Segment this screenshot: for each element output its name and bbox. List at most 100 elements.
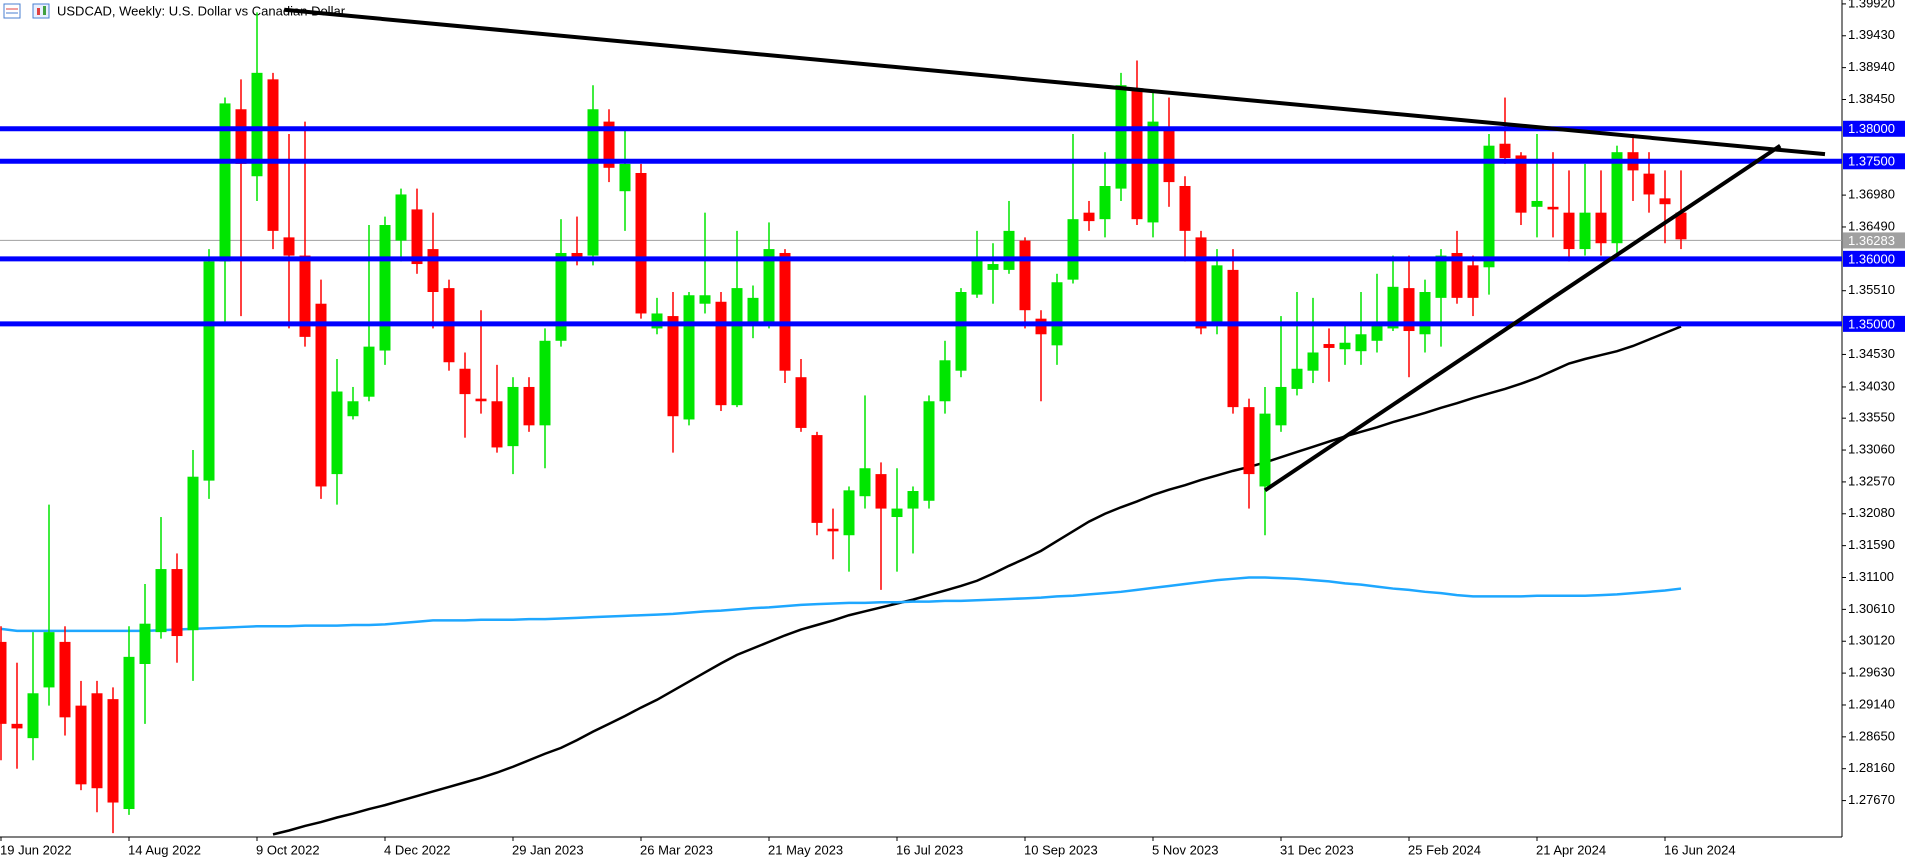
candle-body bbox=[299, 255, 311, 337]
icon-bar bbox=[37, 8, 40, 15]
candle-body bbox=[139, 623, 151, 665]
candle-body bbox=[267, 79, 279, 231]
y-tick-label: 1.28160 bbox=[1848, 760, 1895, 775]
candle-body bbox=[795, 377, 807, 428]
y-tick-label: 1.30120 bbox=[1848, 633, 1895, 648]
candle-body bbox=[1099, 186, 1111, 220]
candle-body bbox=[427, 249, 439, 293]
y-tick-label: 1.33060 bbox=[1848, 441, 1895, 456]
candle-body bbox=[539, 340, 551, 426]
candle-body bbox=[651, 313, 663, 329]
x-tick-label: 21 May 2023 bbox=[768, 842, 843, 857]
candle-body bbox=[827, 528, 839, 532]
candle-body bbox=[1307, 352, 1319, 371]
candle-body bbox=[891, 508, 903, 518]
candle-body bbox=[1467, 265, 1479, 298]
candle-body bbox=[283, 237, 295, 256]
trendline bbox=[284, 7, 1826, 157]
candle-body bbox=[59, 641, 71, 718]
y-tick-label: 1.39920 bbox=[1848, 0, 1895, 10]
moving-average-line bbox=[0, 576, 1682, 633]
y-tick-label: 1.34030 bbox=[1848, 378, 1895, 393]
candle-body bbox=[1675, 212, 1687, 240]
candle-body bbox=[1227, 269, 1239, 408]
candle-body bbox=[731, 288, 743, 406]
y-tick-label: 1.28650 bbox=[1848, 728, 1895, 743]
candle-body bbox=[955, 292, 967, 371]
candle-body bbox=[1003, 230, 1015, 270]
y-tick-label: 1.32570 bbox=[1848, 473, 1895, 488]
y-tick-label: 1.38450 bbox=[1848, 91, 1895, 106]
candle-body bbox=[1483, 145, 1495, 268]
candle-body bbox=[1115, 85, 1127, 189]
level-label: 1.38000 bbox=[1848, 121, 1895, 136]
candle-body bbox=[155, 569, 167, 633]
candle-body bbox=[1659, 198, 1671, 205]
candle-body bbox=[907, 491, 919, 509]
candle-body bbox=[107, 699, 119, 803]
candle-body bbox=[219, 103, 231, 262]
candle-body bbox=[1291, 368, 1303, 389]
candle-body bbox=[171, 569, 183, 637]
candle-body bbox=[619, 163, 631, 192]
chart-title: USDCAD, Weekly: U.S. Dollar vs Canadian … bbox=[57, 3, 346, 18]
candle-body bbox=[187, 476, 199, 631]
candle-body bbox=[1371, 322, 1383, 341]
x-tick-label: 16 Jul 2023 bbox=[896, 842, 963, 857]
candle-body bbox=[971, 257, 983, 295]
candle-body bbox=[1339, 342, 1351, 350]
y-tick-label: 1.36980 bbox=[1848, 187, 1895, 202]
trendline bbox=[1263, 144, 1782, 493]
candle-body bbox=[475, 398, 487, 402]
x-tick-label: 5 Nov 2023 bbox=[1152, 842, 1219, 857]
candle-body bbox=[523, 386, 535, 426]
candle-body bbox=[123, 656, 135, 810]
candle-body bbox=[1067, 219, 1079, 280]
y-tick-label: 1.39430 bbox=[1848, 27, 1895, 42]
icon-bar bbox=[43, 6, 46, 15]
candle-body bbox=[715, 301, 727, 406]
candle-body bbox=[1355, 334, 1367, 352]
candle-body bbox=[1275, 386, 1287, 426]
candle-body bbox=[875, 474, 887, 509]
x-tick-label: 14 Aug 2022 bbox=[128, 842, 201, 857]
candle-body bbox=[1643, 173, 1655, 195]
candle-body bbox=[1595, 212, 1607, 244]
x-tick-label: 25 Feb 2024 bbox=[1408, 842, 1481, 857]
y-tick-label: 1.30610 bbox=[1848, 601, 1895, 616]
title-icons bbox=[3, 3, 50, 19]
icon-table bbox=[3, 3, 21, 19]
candle-body bbox=[11, 723, 23, 729]
y-tick-label: 1.31100 bbox=[1848, 569, 1894, 584]
candle-body bbox=[1211, 265, 1223, 323]
candle-body bbox=[1611, 152, 1623, 244]
candle-body bbox=[1083, 212, 1095, 222]
candle-body bbox=[1515, 155, 1527, 213]
candle-body bbox=[1131, 91, 1143, 220]
candle-body bbox=[1387, 286, 1399, 329]
candle-body bbox=[459, 368, 471, 395]
candle-body bbox=[1163, 130, 1175, 183]
y-tick-label: 1.36490 bbox=[1848, 218, 1895, 233]
candle-body bbox=[587, 109, 599, 256]
candle-body bbox=[1243, 407, 1255, 475]
x-tick-label: 9 Oct 2022 bbox=[256, 842, 320, 857]
level-label-box bbox=[1843, 250, 1905, 267]
y-tick-label: 1.29630 bbox=[1848, 665, 1895, 680]
candle-body bbox=[635, 172, 647, 314]
candle-body bbox=[1563, 212, 1575, 250]
y-tick-label: 1.35510 bbox=[1848, 282, 1895, 297]
candle-body bbox=[347, 401, 359, 417]
candle-body bbox=[1451, 252, 1463, 298]
candle-body bbox=[683, 295, 695, 420]
y-tick-label: 1.31590 bbox=[1848, 537, 1895, 552]
candle-body bbox=[1259, 413, 1271, 487]
candle-body bbox=[923, 401, 935, 501]
y-tick-label: 1.29140 bbox=[1848, 696, 1895, 711]
candle-body bbox=[75, 705, 87, 785]
candle-body bbox=[1195, 237, 1207, 329]
level-label-box bbox=[1843, 315, 1905, 332]
x-tick-label: 26 Mar 2023 bbox=[640, 842, 713, 857]
